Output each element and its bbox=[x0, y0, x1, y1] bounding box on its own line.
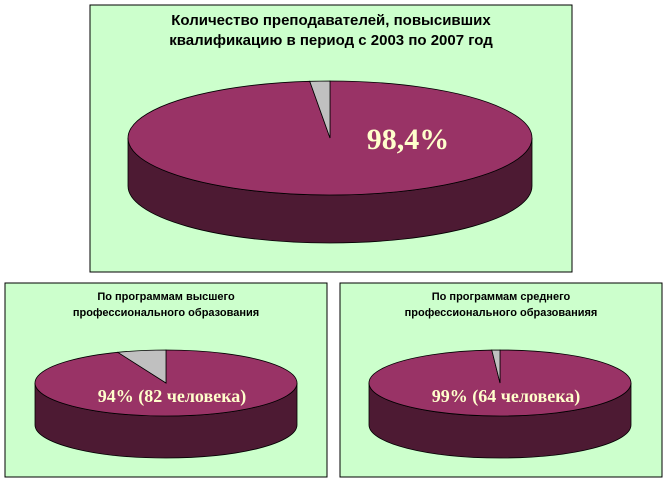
chart: По программам среднего профессионального … bbox=[339, 282, 663, 478]
title-line: профессионального образования bbox=[73, 307, 259, 319]
chart-title: По программам высшего профессионального о… bbox=[73, 291, 259, 319]
title-line: По программам высшего bbox=[97, 291, 235, 303]
title-line: По программам среднего bbox=[432, 291, 571, 303]
title-line: квалификацию в период с 2003 по 2007 год bbox=[169, 32, 493, 49]
chart: Количество преподавателей, повысивших ква… bbox=[89, 4, 573, 273]
pie-slice bbox=[309, 80, 331, 139]
pie-slice bbox=[491, 349, 501, 384]
pie-slice bbox=[116, 349, 167, 384]
chart: По программам высшего профессионального о… bbox=[4, 282, 328, 478]
title-line: профессионального образованияя bbox=[405, 307, 598, 319]
data-label: 99% (64 человека) bbox=[432, 386, 581, 407]
data-label: 98,4% bbox=[367, 123, 450, 156]
chart-title: По программам среднего профессионального … bbox=[405, 291, 598, 319]
data-label: 94% (82 человека) bbox=[98, 386, 247, 407]
title-line: Количество преподавателей, повысивших bbox=[171, 12, 491, 29]
chart-title: Количество преподавателей, повысивших ква… bbox=[169, 12, 493, 49]
